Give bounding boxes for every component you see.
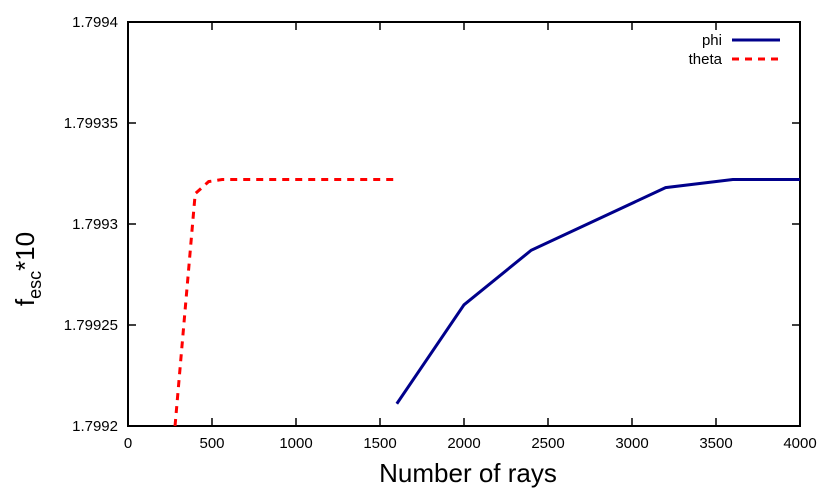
x-tick-label: 2500 <box>531 435 564 452</box>
x-tick-label: 1000 <box>279 435 312 452</box>
y-axis-label: fesc*10 <box>10 232 45 306</box>
y-tick-label: 1.7994 <box>72 14 118 31</box>
y-tick-label: 1.7992 <box>72 418 118 435</box>
y-tick-label: 1.79925 <box>64 317 118 334</box>
x-tick-label: 500 <box>199 435 224 452</box>
plot-border <box>127 21 801 427</box>
legend-label-theta: theta <box>689 51 723 68</box>
x-tick-label: 3000 <box>615 435 648 452</box>
x-tick-label: 3500 <box>699 435 732 452</box>
series-line-phi <box>395 178 800 405</box>
series-line-theta <box>173 178 397 427</box>
x-axis: 0 500 1000 1500 2000 2500 3000 3500 4000 <box>124 22 817 452</box>
x-tick-label: 1500 <box>363 435 396 452</box>
y-axis: 1.7992 1.79925 1.7993 1.79935 1.7994 <box>64 14 800 435</box>
y-tick-label: 1.7993 <box>72 216 118 233</box>
legend-label-phi: phi <box>702 32 722 49</box>
x-tick-label: 0 <box>124 435 132 452</box>
series-layer <box>173 178 800 427</box>
x-tick-label: 4000 <box>783 435 816 452</box>
y-tick-label: 1.79935 <box>64 115 118 132</box>
y-axis-label-suffix: *10 <box>10 232 40 271</box>
x-axis-label: Number of rays <box>379 458 557 488</box>
y-axis-label-subscript: esc <box>25 271 45 299</box>
legend: phi theta <box>689 32 780 68</box>
x-tick-label: 2000 <box>447 435 480 452</box>
y-axis-label-main: f <box>10 298 40 306</box>
plot-frame <box>127 21 801 427</box>
